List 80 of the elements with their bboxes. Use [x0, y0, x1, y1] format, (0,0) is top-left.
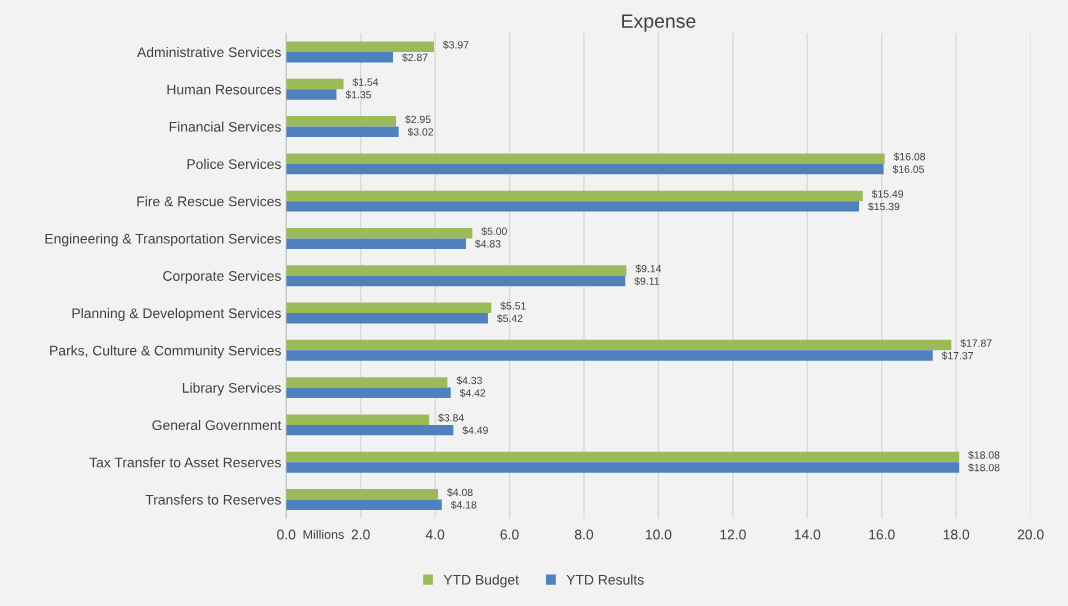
data-label: $3.02 — [407, 127, 434, 137]
x-tick-label: 6.0 — [500, 529, 519, 540]
chart-title: Expense — [622, 14, 696, 32]
bar — [286, 377, 448, 388]
data-label: $5.51 — [500, 301, 526, 311]
bar — [286, 163, 884, 175]
bar — [286, 424, 454, 436]
bar — [286, 462, 960, 473]
data-label: $15.39 — [868, 202, 900, 211]
bar — [286, 78, 344, 90]
data-label: $1.35 — [345, 90, 372, 99]
bar — [286, 201, 860, 212]
data-label: $4.18 — [450, 500, 477, 510]
y-tick-label: General Government — [152, 419, 282, 431]
x-tick-label: 18.0 — [943, 529, 970, 540]
bar — [286, 265, 627, 276]
data-label: $4.49 — [462, 426, 488, 435]
bar — [286, 116, 397, 127]
data-label: $17.87 — [960, 339, 992, 348]
data-label: $2.87 — [402, 53, 428, 62]
bar — [286, 228, 473, 239]
x-tick-label: 2.0 — [351, 529, 370, 540]
bar — [286, 126, 399, 137]
data-label: $9.14 — [635, 264, 662, 273]
data-label: $9.11 — [634, 276, 660, 286]
bar — [286, 350, 933, 361]
data-label: $17.37 — [941, 351, 973, 360]
data-label: $1.54 — [352, 77, 379, 87]
x-tick-label: 10.0 — [645, 529, 672, 540]
data-label: $18.08 — [968, 463, 1000, 472]
bar — [286, 489, 439, 500]
y-tick-label: Corporate Services — [163, 270, 281, 284]
data-label: $15.49 — [871, 189, 904, 199]
x-axis-title: Millions — [303, 529, 344, 539]
y-tick-label: Administrative Services — [137, 46, 281, 58]
bar — [286, 190, 863, 202]
data-label: $16.05 — [892, 165, 924, 174]
legend-label: YTD Budget — [443, 574, 519, 588]
x-tick-label: 0.0 — [277, 529, 296, 540]
data-label: $5.00 — [481, 227, 507, 236]
data-label: $4.83 — [475, 239, 501, 249]
y-tick-label: Financial Services — [169, 121, 281, 132]
x-tick-label: 8.0 — [574, 529, 594, 540]
x-tick-label: 20.0 — [1017, 529, 1044, 540]
legend-label: YTD Results — [566, 574, 644, 585]
data-label: $2.95 — [405, 115, 431, 124]
bar — [286, 275, 626, 287]
x-tick-label: 12.0 — [720, 529, 746, 540]
data-label: $16.08 — [893, 152, 926, 161]
bar — [286, 238, 466, 249]
y-tick-label: Police Services — [187, 158, 281, 170]
bar — [286, 339, 952, 351]
data-label: $5.42 — [497, 314, 523, 323]
bar — [286, 51, 394, 63]
bar — [286, 89, 337, 100]
bar — [286, 499, 442, 510]
y-tick-label: Planning & Development Services — [72, 307, 281, 321]
bar — [286, 387, 451, 399]
bar — [286, 451, 960, 463]
bar — [286, 41, 434, 52]
y-tick-label: Human Resources — [167, 84, 281, 95]
data-label: $4.33 — [456, 376, 482, 385]
bar — [286, 414, 430, 425]
data-label: $3.84 — [438, 413, 464, 423]
bar — [286, 313, 488, 324]
data-label: $4.42 — [459, 388, 486, 398]
bar — [286, 302, 492, 314]
x-tick-label: 16.0 — [869, 529, 895, 540]
data-label: $18.08 — [968, 450, 1000, 460]
y-tick-label: Parks, Culture & Community Services — [50, 345, 281, 359]
x-tick-label: 14.0 — [794, 529, 821, 540]
y-tick-label: Transfers to Reserves — [145, 494, 281, 505]
data-label: $4.08 — [447, 488, 473, 497]
y-tick-label: Fire & Rescue Services — [137, 196, 281, 207]
y-tick-label: Tax Transfer to Asset Reserves — [89, 457, 281, 468]
y-tick-label: Engineering & Transportation Services — [45, 233, 281, 247]
bar — [286, 153, 885, 164]
data-label: $3.97 — [443, 40, 469, 50]
y-tick-label: Library Services — [182, 382, 281, 396]
x-tick-label: 4.0 — [425, 529, 445, 540]
